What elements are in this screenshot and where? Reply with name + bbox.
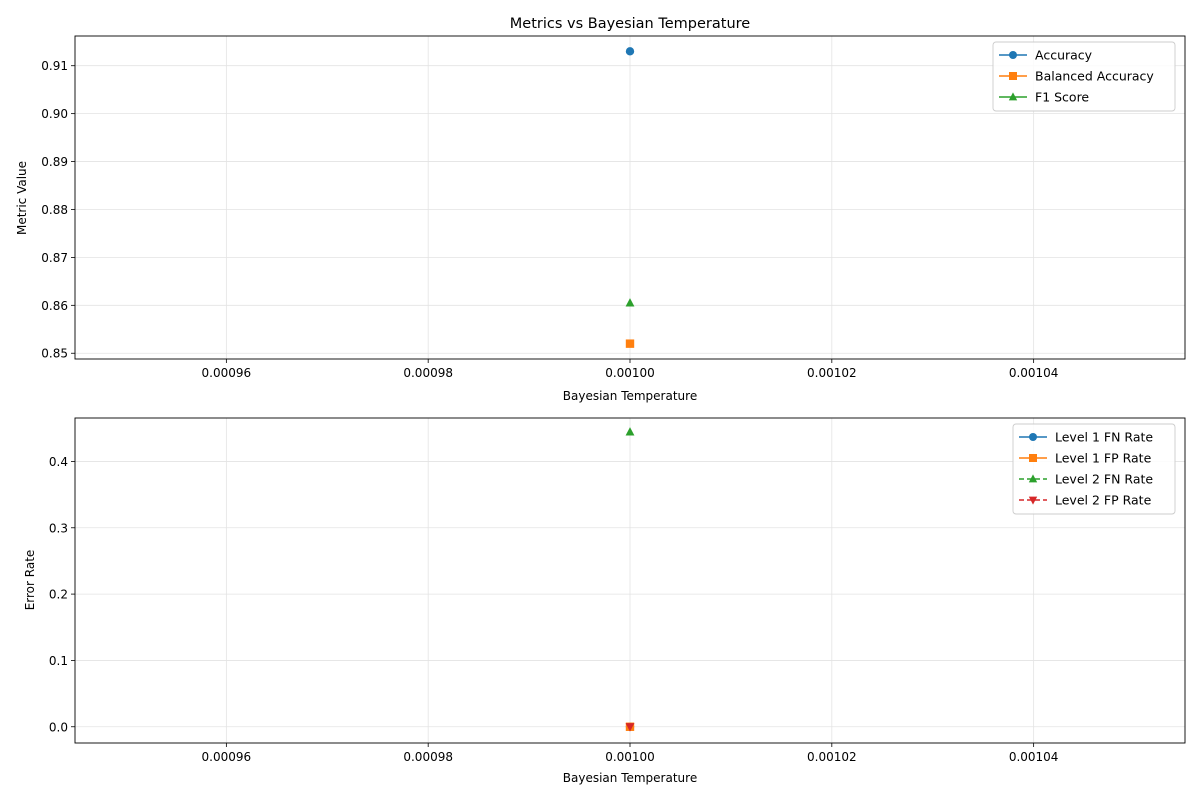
x-tick-label: 0.00096 (202, 366, 252, 380)
y-tick-label: 0.2 (49, 588, 68, 602)
y-tick-label: 0.0 (49, 720, 68, 734)
series-balanced-accuracy (625, 339, 635, 348)
legend-item: Accuracy (999, 48, 1093, 63)
legend-label: Level 1 FN Rate (1055, 430, 1153, 445)
x-tick-label: 0.00096 (202, 750, 252, 764)
x-axis-ticks: 0.00096 0.00098 0.00100 0.00102 0.00104 (202, 743, 1059, 764)
y-tick-label: 0.91 (41, 59, 68, 73)
legend-label: Balanced Accuracy (1035, 69, 1154, 84)
series-level-2-fn-rate (625, 427, 635, 436)
chart-title: Metrics vs Bayesian Temperature (510, 16, 751, 32)
legend-marker (1008, 92, 1018, 101)
legend-marker (1009, 72, 1017, 80)
data-point (625, 47, 635, 56)
data-point (625, 723, 635, 732)
metrics-chart: Metrics vs Bayesian Temperature 0.00096 0… (15, 16, 1186, 403)
x-tick-label: 0.00102 (807, 750, 857, 764)
series-accuracy (625, 47, 635, 56)
legend-item: F1 Score (999, 90, 1089, 105)
data-point (625, 339, 635, 348)
legend-marker (1029, 454, 1037, 462)
series-group (625, 47, 635, 348)
legend-item: Level 1 FP Rate (1019, 451, 1152, 466)
y-tick-label: 0.90 (41, 107, 68, 121)
legend-marker (1009, 51, 1017, 59)
y-tick-label: 0.89 (41, 155, 68, 169)
x-axis-label: Bayesian Temperature (563, 389, 697, 403)
y-tick-label: 0.86 (41, 299, 68, 313)
legend-label: F1 Score (1035, 90, 1089, 105)
x-tick-label: 0.00098 (403, 366, 453, 380)
y-tick-label: 0.1 (49, 654, 68, 668)
legend-label: Accuracy (1035, 48, 1093, 63)
x-axis-ticks: 0.00096 0.00098 0.00100 0.00102 0.00104 (202, 359, 1059, 380)
legend: Level 1 FN Rate Level 1 FP Rate Level 2 FN… (1012, 423, 1176, 515)
x-tick-label: 0.00098 (403, 750, 453, 764)
y-axis-ticks: 0.85 0.86 0.87 0.88 0.89 0.90 0.91 (41, 59, 75, 361)
x-tick-label: 0.00104 (1009, 750, 1059, 764)
data-point (625, 298, 635, 307)
legend: Accuracy Balanced Accuracy F1 Score (992, 41, 1176, 112)
legend-item: Level 1 FN Rate (1019, 430, 1153, 445)
legend-label: Level 2 FP Rate (1055, 493, 1152, 508)
y-tick-label: 0.4 (49, 455, 68, 469)
y-tick-label: 0.88 (41, 203, 68, 217)
error-rate-chart: 0.00096 0.00098 0.00100 0.00102 0.00104 0.00… (23, 417, 1186, 785)
legend-marker (1028, 496, 1038, 505)
x-axis-label: Bayesian Temperature (563, 771, 697, 785)
x-tick-label: 0.00100 (605, 750, 655, 764)
y-axis-ticks: 0.0 0.1 0.2 0.3 0.4 (49, 455, 75, 734)
legend-label: Level 1 FP Rate (1055, 451, 1152, 466)
legend-marker (1029, 433, 1037, 441)
legend-item: Balanced Accuracy (999, 69, 1154, 84)
y-axis-label: Metric Value (15, 161, 29, 235)
legend-box (1012, 423, 1176, 515)
series-f1-score (625, 298, 635, 307)
legend-marker (1028, 474, 1038, 483)
x-tick-label: 0.00104 (1009, 366, 1059, 380)
y-axis-label: Error Rate (23, 550, 37, 611)
data-point (625, 427, 635, 436)
legend-item: Level 2 FN Rate (1019, 472, 1153, 487)
x-tick-label: 0.00102 (807, 366, 857, 380)
legend-item: Level 2 FP Rate (1019, 493, 1152, 508)
y-tick-label: 0.3 (49, 521, 68, 535)
legend-box (992, 41, 1176, 112)
series-level-2-fp-rate (625, 723, 635, 732)
x-tick-label: 0.00100 (605, 366, 655, 380)
legend-label: Level 2 FN Rate (1055, 472, 1153, 487)
y-tick-label: 0.85 (41, 347, 68, 361)
y-tick-label: 0.87 (41, 251, 68, 265)
series-group (625, 427, 635, 732)
